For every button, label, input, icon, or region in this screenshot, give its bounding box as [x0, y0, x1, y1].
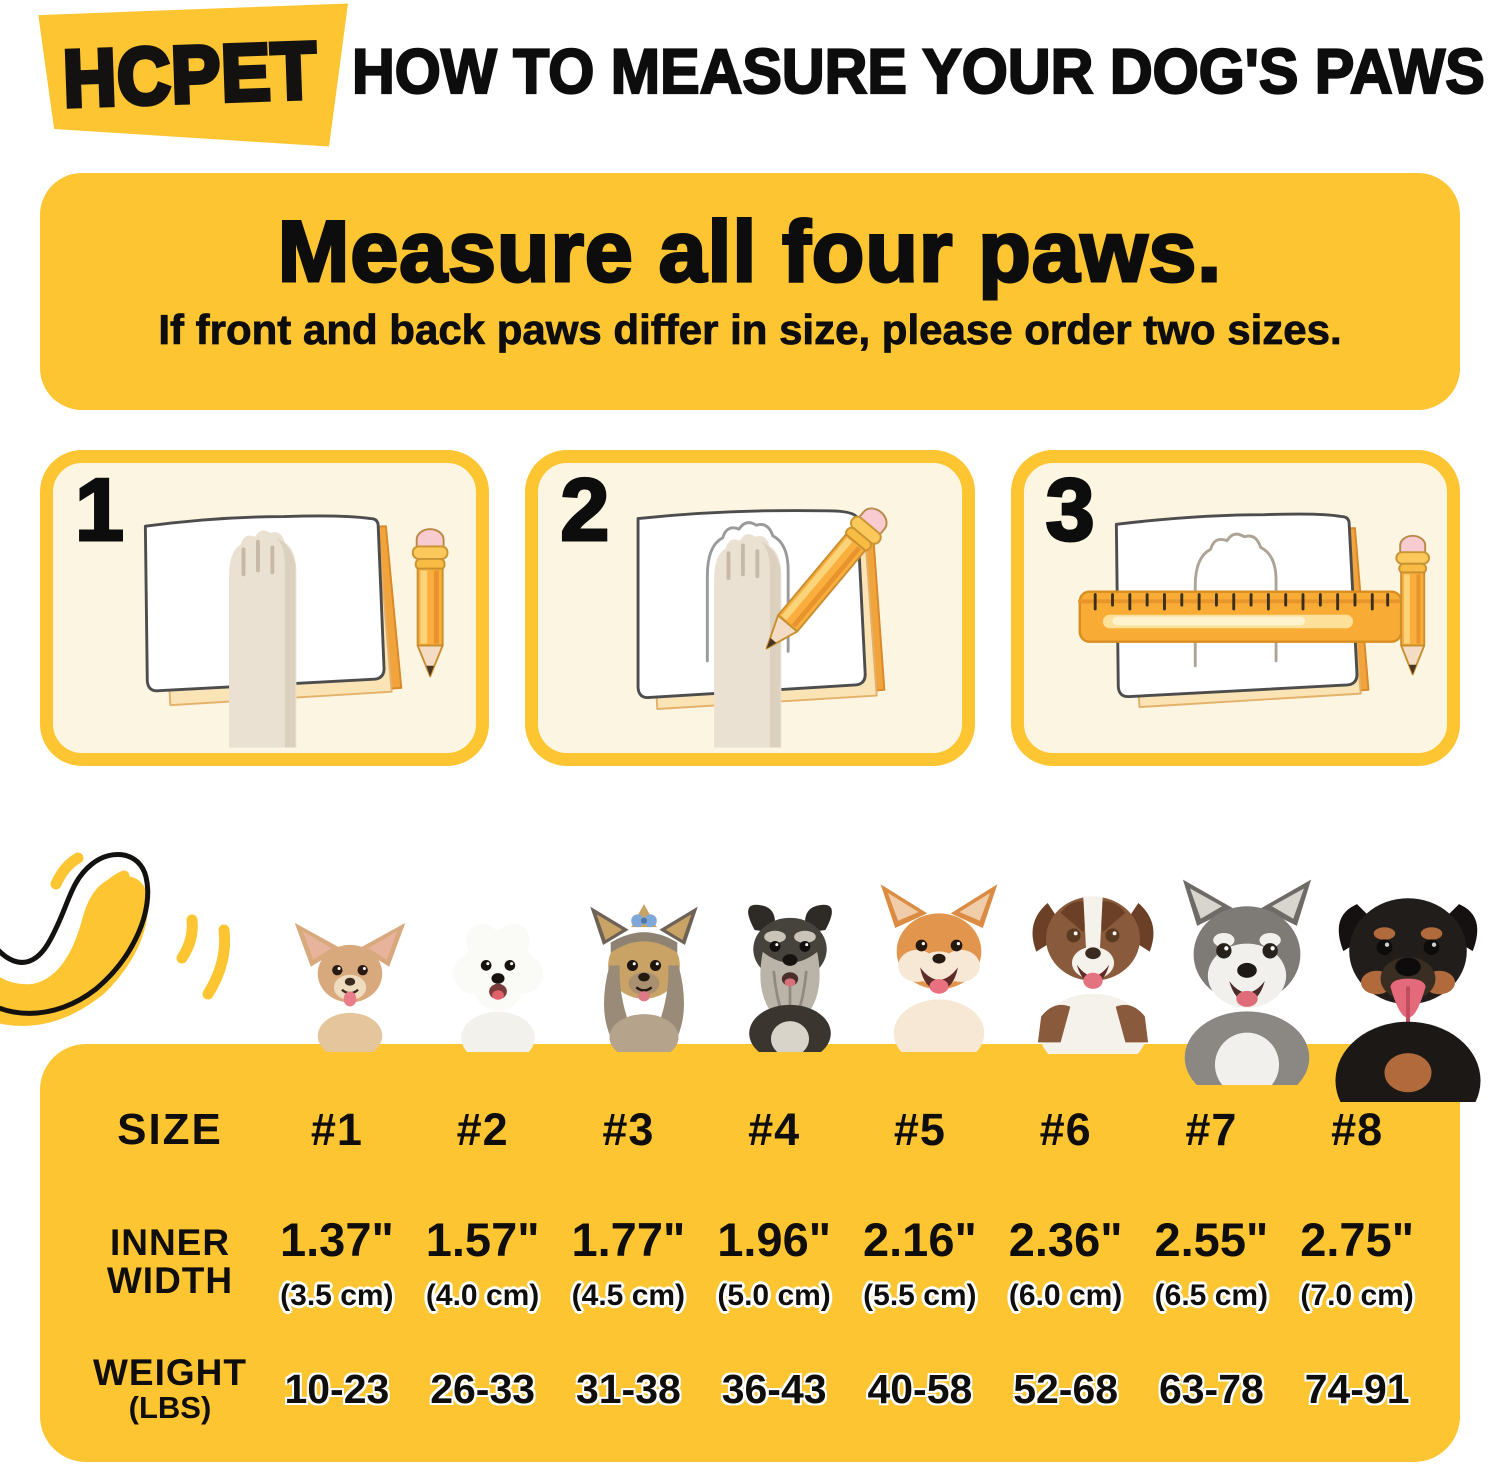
banner-subheading: If front and back paws differ in size, p…	[158, 306, 1342, 354]
dog-yorkshire-terrier-photo	[590, 904, 698, 1052]
size-col-1: #1	[310, 1104, 363, 1155]
row-label-size: SIZE	[117, 1105, 223, 1155]
inner-width-col-4: 1.96" (5.0 cm)	[717, 1212, 831, 1312]
step-1-number: 1	[74, 460, 126, 561]
step-2-number: 2	[559, 460, 611, 561]
size-col-7: #7	[1185, 1104, 1238, 1155]
paw-size-chart-grid: SIZE #1 #2 #3 #4 #5 #6 #7 #8 INNER WIDTH…	[40, 1044, 1460, 1462]
weight-col-3: 31-38	[575, 1365, 681, 1412]
weight-col-4: 36-43	[721, 1365, 827, 1412]
inner-width-col-8: 2.75" (7.0 cm)	[1300, 1212, 1414, 1312]
step-3-number: 3	[1044, 460, 1096, 561]
weight-col-5: 40-58	[867, 1365, 973, 1412]
paw-on-paper-illustration-icon	[143, 514, 449, 748]
dog-miniature-schnauzer-photo	[748, 904, 832, 1052]
banner-heading: Measure all four paws.	[276, 203, 1223, 302]
dog-chihuahua-photo	[294, 922, 406, 1052]
inner-width-col-3: 1.77" (4.5 cm)	[571, 1212, 686, 1312]
hcpet-logo: HCPET	[38, 3, 348, 147]
step-card-3: 3	[1010, 450, 1460, 766]
weight-col-6: 52-68	[1013, 1365, 1119, 1412]
measure-all-paws-banner: Measure all four paws. If front and back…	[40, 173, 1460, 410]
weight-col-2: 26-33	[430, 1365, 536, 1412]
weight-col-7: 63-78	[1158, 1365, 1264, 1412]
inner-width-col-6: 2.36" (6.0 cm)	[1008, 1212, 1123, 1312]
size-col-4: #4	[748, 1104, 801, 1155]
hcpet-logo-text: HCPET	[59, 23, 321, 126]
inner-width-col-2: 1.57" (4.0 cm)	[425, 1212, 540, 1312]
row-label-inner-width: INNER WIDTH	[106, 1221, 234, 1301]
yellow-swoosh-decoration-icon	[0, 852, 231, 1026]
inner-width-col-1: 1.37" (3.5 cm)	[279, 1212, 394, 1312]
measuring-steps: 1	[40, 450, 1460, 766]
page-title: HOW TO MEASURE YOUR DOG'S PAWS	[351, 36, 1486, 108]
size-col-6: #6	[1039, 1104, 1092, 1155]
ruler-measure-illustration-icon	[1077, 512, 1430, 709]
dog-australian-shepherd-photo	[1032, 896, 1154, 1054]
size-col-3: #3	[602, 1104, 655, 1155]
inner-width-col-7: 2.55" (6.5 cm)	[1154, 1212, 1269, 1312]
step-card-1: 1	[40, 450, 490, 766]
dog-shiba-inu-photo	[880, 884, 998, 1052]
step-card-2: 2	[525, 450, 975, 766]
dog-bichon-frise-photo	[452, 923, 544, 1052]
row-label-weight: WEIGHT (LBS)	[93, 1351, 247, 1426]
inner-width-col-5: 2.16" (5.5 cm)	[862, 1212, 977, 1312]
weight-col-1: 10-23	[284, 1365, 390, 1412]
size-col-5: #5	[893, 1104, 946, 1155]
size-col-8: #8	[1331, 1104, 1384, 1155]
paw-size-chart: SIZE #1 #2 #3 #4 #5 #6 #7 #8 INNER WIDTH…	[40, 1044, 1460, 1462]
size-col-2: #2	[456, 1104, 509, 1155]
weight-col-8: 74-91	[1304, 1365, 1410, 1412]
trace-paw-with-pencil-illustration-icon	[636, 507, 888, 748]
